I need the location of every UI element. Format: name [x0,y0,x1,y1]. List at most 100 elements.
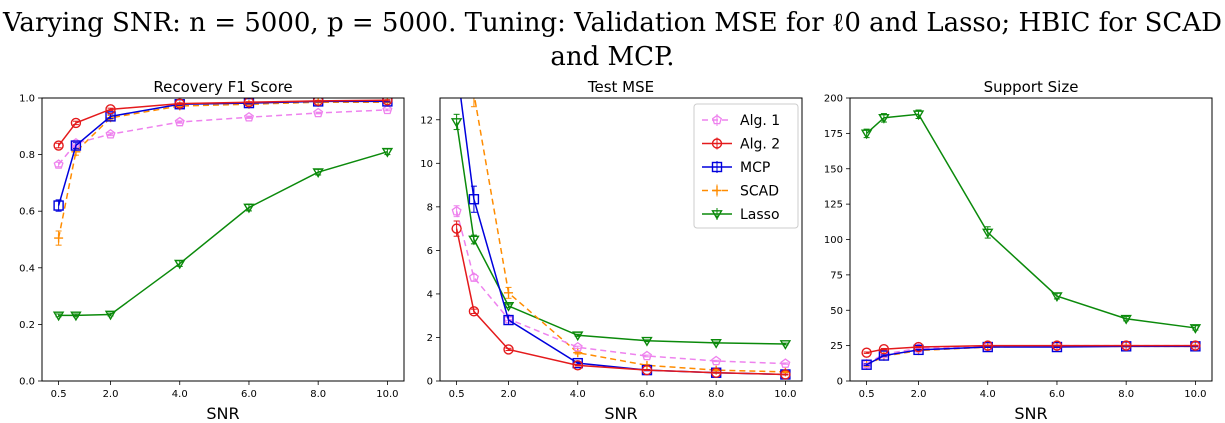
data-point [780,358,791,368]
x-tick-label: 2.0 [911,389,927,400]
x-tick-label: 10.0 [376,389,398,400]
data-point [710,367,722,378]
data-point [503,344,514,355]
y-tick-label: 0.4 [19,263,35,274]
series-line [866,113,1196,329]
data-point [982,340,993,351]
y-tick-label: 0.6 [19,207,35,218]
legend-marker [711,161,723,173]
data-point [913,341,924,353]
legend-item: Lasso [702,207,780,223]
data-point [381,147,394,158]
data-point [913,344,924,356]
data-point [70,117,82,129]
data-point [468,194,480,205]
x-tick-label: 4.0 [570,389,586,400]
series-line [58,99,388,146]
x-tick-label: 6.0 [639,389,655,400]
x-tick-label: 0.5 [449,389,465,400]
data-point [1120,340,1132,351]
panel-0: Recovery F1 Score SNR 0.5 2.0 4.0 6.0 8.0 10.0 0… [19,78,405,423]
y-tick-label: 50 [830,306,843,317]
series-alg-2 [451,220,791,380]
y-tick-label: 75 [830,270,843,281]
y-tick-label: 0 [427,377,433,388]
data-point [572,341,583,352]
data-point [243,203,255,214]
series-group [860,109,1202,370]
series-lasso [450,113,792,350]
x-axis-label: SNR [206,404,239,423]
y-tick-label: 4 [427,289,433,300]
data-point [70,311,82,322]
data-point [53,140,64,151]
x-tick-label: 10.0 [1184,389,1206,400]
data-point [1120,314,1132,325]
series-scad [54,98,392,246]
data-point [452,61,461,70]
data-point [641,350,652,361]
data-point [878,343,890,355]
x-tick-label: 4.0 [172,389,188,400]
y-tick-label: 200 [824,94,843,105]
data-point [174,116,185,127]
x-tick-label: 2.0 [501,389,517,400]
x-axis-label: SNR [1014,404,1047,423]
legend-label: MCP [740,160,770,176]
data-point [53,200,64,211]
legend-item: Alg. 1 [702,113,780,129]
data-point [451,205,462,216]
x-tick-label: 2.0 [103,389,119,400]
data-point [912,110,925,121]
legend-label: Lasso [740,207,780,223]
data-point [52,311,65,322]
x-tick-label: 4.0 [980,389,996,400]
series-line [58,151,388,317]
legend-marker [712,186,722,195]
data-point [313,107,324,118]
series-alg-2 [53,98,393,151]
data-point [780,369,791,380]
data-point [468,306,480,317]
data-point [53,159,64,169]
y-tick-label: 10 [420,159,433,170]
data-point [243,98,255,108]
legend-label: Alg. 2 [740,137,780,153]
y-tick-label: 0.2 [19,320,35,331]
y-tick-label: 175 [824,129,843,140]
x-tick-label: 8.0 [1118,389,1134,400]
x-tick-label: 8.0 [310,389,326,400]
y-tick-label: 0.0 [19,377,35,388]
data-point [382,104,393,115]
data-point [312,168,324,179]
data-point [382,98,393,106]
series-lasso [860,109,1202,334]
data-point [312,98,324,107]
x-tick-label: 0.5 [859,389,875,400]
x-tick-label: 6.0 [1049,389,1065,400]
series-mcp [53,98,393,212]
data-point [860,129,873,140]
data-point [641,364,653,376]
y-tick-label: 25 [830,341,843,352]
data-point [711,355,722,366]
x-tick-label: 10.0 [774,389,796,400]
panel-title: Recovery F1 Score [153,78,292,96]
data-point [572,360,583,371]
data-point [1189,324,1202,334]
data-point [450,118,463,128]
axes-frame [439,97,803,382]
series-lasso [52,147,394,322]
panel-title: Test MSE [587,78,654,96]
data-point [105,128,116,139]
data-point [641,336,653,347]
axes-frame [849,97,1213,382]
data-point [243,111,254,122]
y-tick-label: 2 [427,333,433,344]
data-point [104,310,117,321]
data-point [878,113,890,124]
data-point [573,348,583,358]
y-tick-label: 100 [824,235,843,246]
series-line [57,100,388,206]
